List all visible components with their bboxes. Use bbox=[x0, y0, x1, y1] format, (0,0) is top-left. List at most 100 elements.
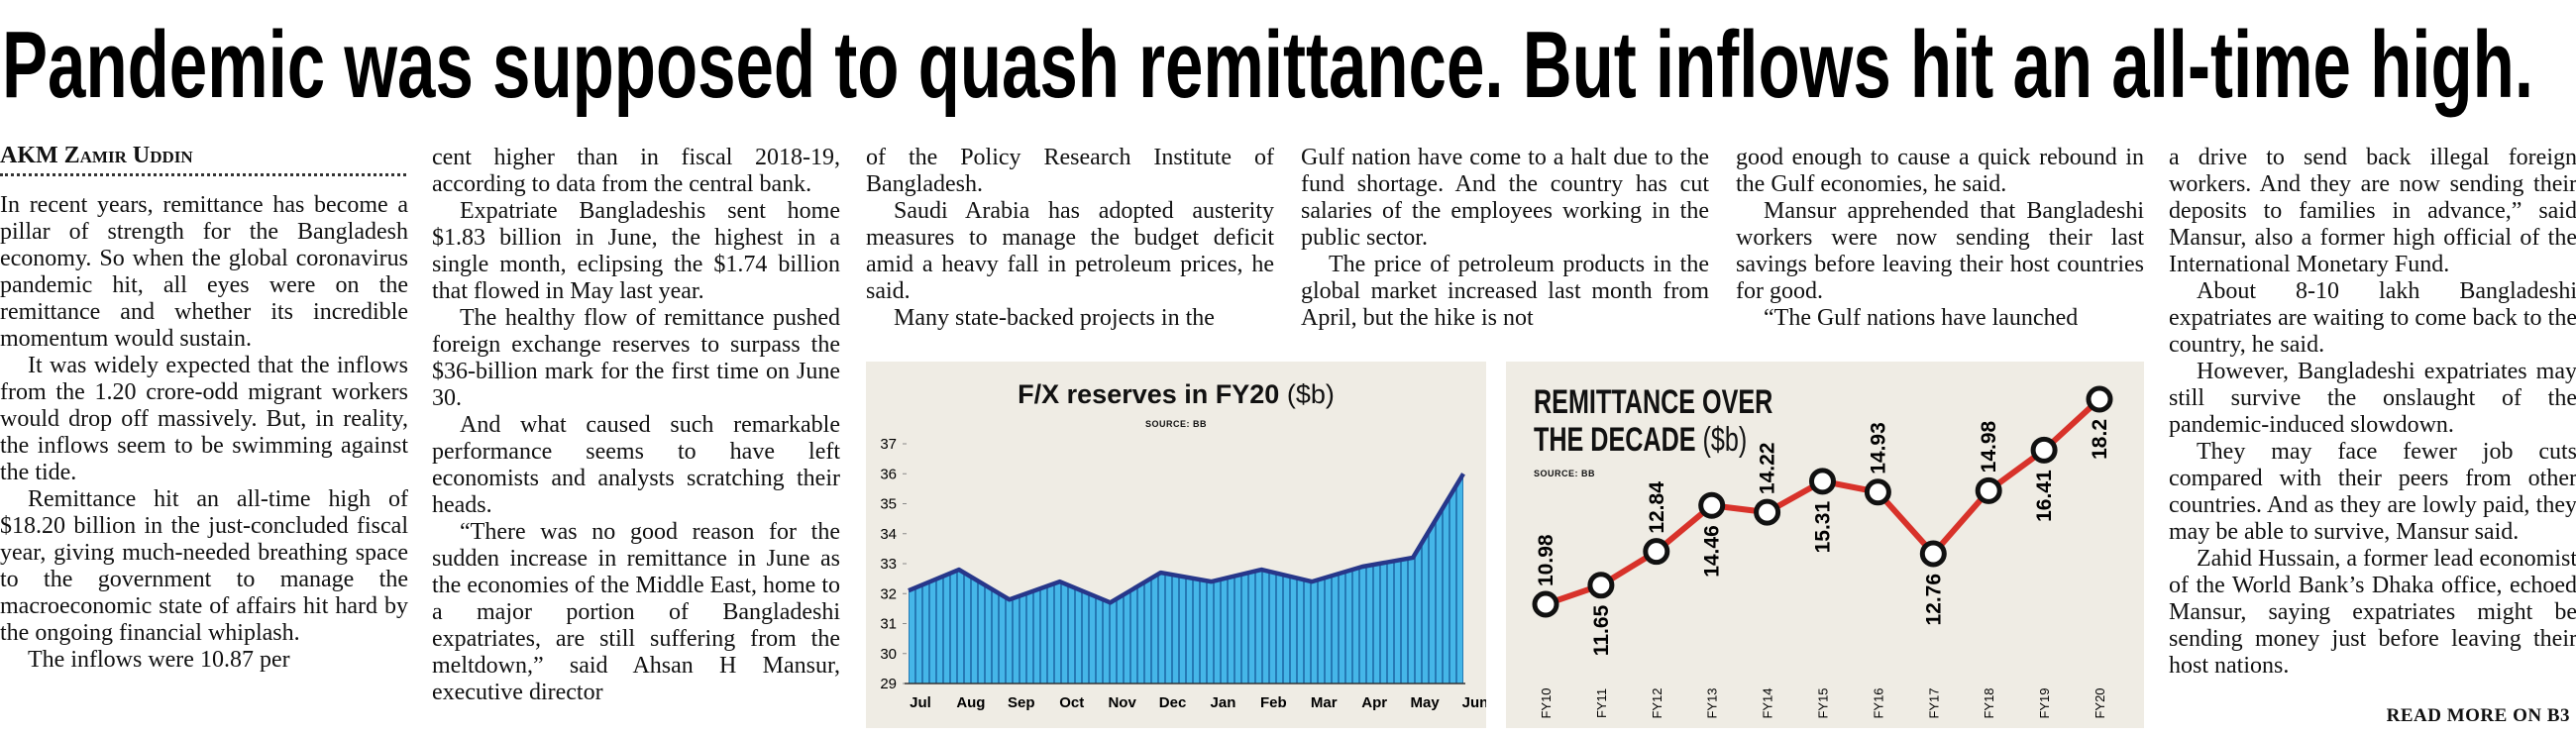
line bbox=[908, 473, 1465, 605]
y-tick-label: 36 bbox=[880, 466, 897, 482]
paragraph: Saudi Arabia has adopted austerity measu… bbox=[866, 198, 1274, 304]
point bbox=[1532, 590, 1559, 618]
paragraph: cent higher than in fiscal 2018-19, acco… bbox=[432, 145, 840, 197]
paragraph: of the Policy Research Institute of Bang… bbox=[866, 145, 1274, 197]
text-column: a drive to send back illegal foreign wor… bbox=[2169, 145, 2576, 705]
paragraph: Expatriate Bangladeshis sent home $1.83 … bbox=[432, 198, 840, 304]
paragraph: Zahid Hussain, a former lead economist o… bbox=[2169, 546, 2576, 679]
value-label: 12.84 bbox=[1646, 481, 1668, 534]
x-tick-label: FY10 bbox=[1539, 687, 1554, 718]
chart-title-text: REMITTANCE OVER THE DECADE bbox=[1534, 383, 1773, 459]
paragraph: The price of petroleum products in the g… bbox=[1301, 252, 1709, 331]
y-tick-label: 35 bbox=[880, 496, 897, 513]
value-label: 16.41 bbox=[2033, 470, 2056, 522]
x-tick-label: Dec bbox=[1159, 694, 1187, 711]
text-column: In recent years, remittance has become a… bbox=[0, 192, 408, 717]
value-label: 15.31 bbox=[1812, 501, 1835, 554]
y-tick-label: 30 bbox=[880, 646, 897, 663]
x-tick-label: Jan bbox=[1211, 694, 1236, 711]
x-tick-label: Apr bbox=[1361, 694, 1387, 711]
read-more[interactable]: READ MORE ON B3 bbox=[2386, 705, 2570, 726]
chart-unit: ($b) bbox=[1286, 379, 1335, 409]
value-label: 18.2 bbox=[2089, 419, 2111, 460]
x-tick-label: Oct bbox=[1059, 694, 1084, 711]
point bbox=[1975, 476, 2002, 504]
point bbox=[1809, 468, 1836, 495]
paragraph: Remittance hit an all-time high of $18.2… bbox=[0, 486, 408, 646]
text-column: of the Policy Research Institute of Bang… bbox=[866, 145, 1274, 361]
x-tick-label: Jul bbox=[910, 694, 931, 711]
x-tick-label: FY14 bbox=[1761, 687, 1775, 718]
paragraph: However, Bangladeshi expatriates may sti… bbox=[2169, 359, 2576, 438]
x-tick-label: FY16 bbox=[1871, 687, 1885, 718]
chart-title: F/X reserves in FY20 ($b) bbox=[866, 379, 1486, 410]
paragraph: Gulf nation have come to a halt due to t… bbox=[1301, 145, 1709, 251]
chart-plot: 29 30 31 32 33 34 35 36 37 Jul Aug Sep Oct Nov Dec Jan F… bbox=[880, 436, 1486, 711]
x-tick-label: Jun bbox=[1462, 694, 1486, 711]
point bbox=[1864, 478, 1891, 506]
paragraph: Mansur apprehended that Bangladeshi work… bbox=[1736, 198, 2144, 304]
chart: 29 30 31 32 33 34 35 36 37 Jul Aug Sep Oct Nov Dec Jan F… bbox=[866, 362, 1486, 728]
byline: AKM Zamir Uddin bbox=[0, 143, 406, 176]
paragraph: They may face fewer job cuts compared wi… bbox=[2169, 439, 2576, 545]
x-tick-label: FY17 bbox=[1926, 687, 1941, 718]
point bbox=[1919, 540, 1947, 568]
paragraph: “The Gulf nations have launched bbox=[1764, 305, 2079, 331]
paragraph: It was widely expected that the inflows … bbox=[0, 353, 408, 485]
x-tick-label: Sep bbox=[1008, 694, 1035, 711]
value-label: 14.98 bbox=[1978, 420, 2000, 473]
point bbox=[1587, 572, 1615, 599]
headline: Pandemic was supposed to quash remittanc… bbox=[2, 12, 2533, 118]
point bbox=[1643, 538, 1670, 566]
x-tick-label: FY15 bbox=[1816, 687, 1831, 718]
chart-title: REMITTANCE OVER THE DECADE ($b) bbox=[1534, 383, 1812, 459]
y-tick-label: 37 bbox=[880, 436, 897, 453]
paragraph: good enough to cause a quick rebound in … bbox=[1736, 145, 2144, 197]
x-tick-label: FY20 bbox=[2093, 687, 2107, 718]
point bbox=[1754, 498, 1781, 526]
x-tick-label: Mar bbox=[1311, 694, 1338, 711]
point bbox=[1698, 491, 1726, 519]
x-tick-label: FY19 bbox=[2037, 687, 2052, 718]
value-label: 14.22 bbox=[1757, 443, 1779, 495]
y-tick-label: 33 bbox=[880, 556, 897, 573]
paragraph: In recent years, remittance has become a… bbox=[0, 192, 408, 352]
x-tick-label: FY12 bbox=[1650, 687, 1664, 718]
point bbox=[2030, 436, 2058, 464]
x-tick-label: Nov bbox=[1108, 694, 1136, 711]
headline-area: Pandemic was supposed to quash remittanc… bbox=[2, 12, 2533, 118]
x-tick-label: FY11 bbox=[1594, 688, 1609, 718]
x-tick-label: May bbox=[1410, 694, 1440, 711]
paragraph: About 8-10 lakh Bangladeshi expatriates … bbox=[2169, 278, 2576, 358]
text-column: cent higher than in fiscal 2018-19, acco… bbox=[432, 145, 840, 729]
y-tick-label: 32 bbox=[880, 585, 897, 602]
y-tick-label: 34 bbox=[880, 526, 897, 543]
chart: 10.98 FY10 11.65 FY11 12.84 FY12 14.46 FY13 14.2… bbox=[1506, 362, 2144, 728]
y-tick-label: 31 bbox=[880, 616, 897, 633]
x-tick-label: FY13 bbox=[1705, 687, 1720, 718]
chart-plot: 10.98 FY10 11.65 FY11 12.84 FY12 14.46 FY13 14.2… bbox=[1532, 385, 2113, 719]
chart-source: SOURCE: BB bbox=[1144, 419, 1207, 429]
text-column: good enough to cause a quick rebound in … bbox=[1736, 145, 2144, 361]
point bbox=[2086, 385, 2113, 413]
paragraph: And what caused such remarkable performa… bbox=[432, 412, 840, 518]
paragraph: The healthy flow of remittance pushed fo… bbox=[432, 305, 840, 411]
value-label: 11.65 bbox=[1590, 604, 1613, 656]
paragraph: Many state-backed projects in the bbox=[894, 305, 1215, 331]
value-label: 12.76 bbox=[1922, 574, 1945, 626]
chart-unit: ($b) bbox=[1702, 421, 1748, 459]
chart-title-text: F/X reserves in FY20 bbox=[1018, 379, 1280, 409]
paragraph: a drive to send back illegal foreign wor… bbox=[2169, 145, 2576, 277]
y-tick-label: 29 bbox=[880, 676, 897, 692]
x-tick-label: Aug bbox=[956, 694, 985, 711]
text-column: Gulf nation have come to a halt due to t… bbox=[1301, 145, 1709, 333]
value-label: 14.46 bbox=[1701, 525, 1724, 578]
x-tick-label: FY18 bbox=[1982, 687, 1996, 718]
paragraph: “There was no good reason for the sudden… bbox=[432, 519, 840, 705]
x-tick-label: Feb bbox=[1260, 694, 1287, 711]
value-label: 10.98 bbox=[1535, 534, 1557, 586]
value-label: 14.93 bbox=[1867, 422, 1889, 474]
chart-source: SOURCE: BB bbox=[1534, 469, 1596, 478]
paragraph: The inflows were 10.87 per bbox=[28, 647, 290, 673]
